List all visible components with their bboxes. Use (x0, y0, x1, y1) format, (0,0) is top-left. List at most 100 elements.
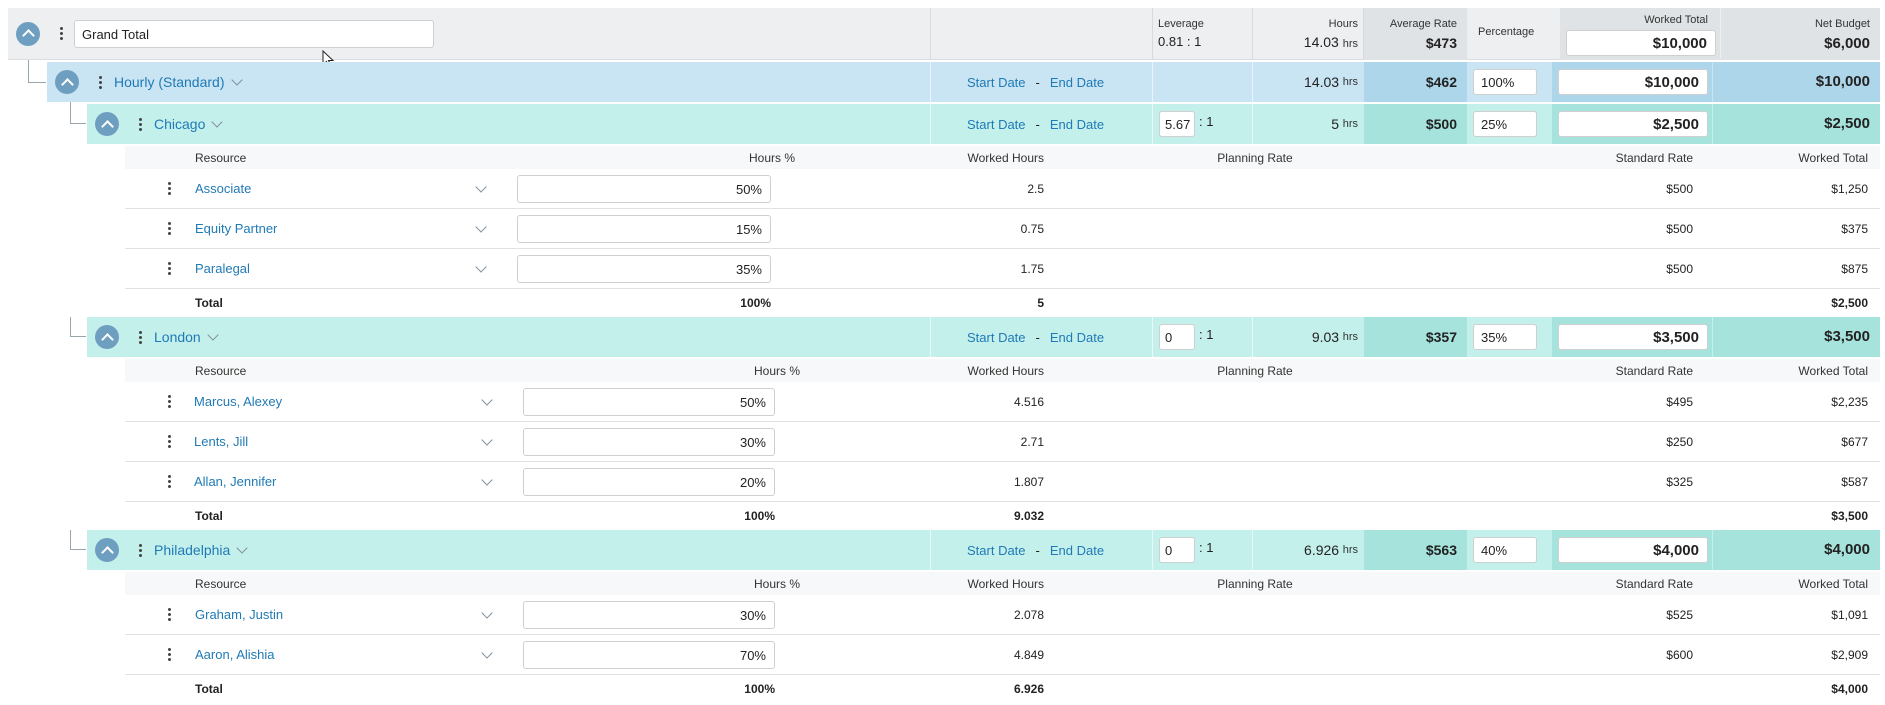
chevron-up-circle-icon[interactable] (95, 538, 119, 562)
office-worked-total-field[interactable]: $4,000 (1558, 537, 1708, 563)
kebab-menu-icon[interactable] (166, 222, 172, 235)
leverage-value: 5.67 (1165, 116, 1191, 132)
chevron-down-icon[interactable] (211, 116, 224, 128)
office-avg-rate-cell: $500 (1364, 104, 1467, 144)
kebab-menu-icon[interactable] (166, 608, 172, 621)
resource-name[interactable]: Marcus, Alexey (194, 394, 283, 409)
resource-name[interactable]: Paralegal (195, 261, 250, 276)
office-name[interactable]: London (154, 329, 201, 345)
divider (930, 530, 931, 570)
office-avg-rate: $563 (1425, 542, 1457, 558)
hours-pct-field[interactable]: 20% (523, 468, 775, 496)
end-date-link[interactable]: End Date (1049, 74, 1105, 90)
chevron-down-icon[interactable] (481, 606, 493, 619)
hours-header: Hours 14.03 hrs (1258, 18, 1358, 50)
chevron-down-icon[interactable] (481, 473, 493, 486)
office-worked-total-field[interactable]: $2,500 (1558, 111, 1708, 137)
hours-pct-field[interactable]: 50% (517, 175, 771, 203)
office-name[interactable]: Chicago (154, 116, 206, 132)
kebab-menu-icon[interactable] (166, 648, 172, 661)
resource-header-row: Resource Hours % Worked Hours Planning R… (125, 359, 1880, 382)
chevron-up-circle-icon[interactable] (55, 70, 79, 94)
chevron-down-icon[interactable] (481, 393, 493, 406)
kebab-menu-icon[interactable] (137, 117, 143, 131)
col-standard-rate: Standard Rate (1615, 363, 1693, 378)
hours-pct-value: 30% (739, 434, 766, 450)
chevron-down-icon[interactable] (481, 433, 493, 446)
leverage-suffix: : 1 (1199, 114, 1214, 129)
table-row: Associate 50% 2.5 $500 $1,250 (125, 169, 1880, 209)
hours-pct-field[interactable]: 15% (517, 215, 771, 243)
chevron-down-icon[interactable] (475, 180, 487, 193)
hours-value: 14.03 (1303, 34, 1339, 50)
hours-pct-field[interactable]: 30% (523, 428, 775, 456)
leverage-field[interactable]: 0 (1159, 537, 1195, 563)
leverage-field[interactable]: 0 (1159, 324, 1195, 350)
table-total-row: Total 100% 5 $2,500 (125, 289, 1880, 317)
leverage-field[interactable]: 5.67 (1159, 111, 1195, 137)
office-worked-total-field[interactable]: $3,500 (1558, 324, 1708, 350)
table-row: Paralegal 35% 1.75 $500 $875 (125, 249, 1880, 289)
chevron-down-icon[interactable] (207, 329, 219, 341)
worked-hours: 1.75 (1020, 261, 1044, 276)
grand-total-title-field[interactable]: Grand Total (74, 20, 434, 48)
kebab-menu-icon[interactable] (166, 435, 172, 448)
office-percentage-field[interactable]: 35% (1473, 324, 1537, 350)
worked-total-field[interactable]: $10,000 (1566, 30, 1716, 56)
kebab-menu-icon[interactable] (97, 75, 103, 89)
worked-hours: 4.516 (1013, 394, 1044, 409)
percentage-label: Percentage (1478, 26, 1535, 38)
divider (1252, 530, 1253, 570)
avg-rate-header: Average Rate $473 (1364, 8, 1467, 60)
hours-pct-field[interactable]: 35% (517, 255, 771, 283)
resource-name[interactable]: Equity Partner (195, 221, 278, 236)
hourly-menu-wrap (97, 62, 103, 102)
resource-name[interactable]: Allan, Jennifer (194, 474, 277, 489)
chevron-up-circle-icon[interactable] (95, 325, 119, 349)
chevron-down-icon[interactable] (481, 646, 493, 659)
total-hours: 9.032 (1013, 509, 1044, 523)
worked-total: $2,235 (1831, 394, 1868, 409)
resource-name[interactable]: Associate (195, 181, 252, 196)
office-percentage-field[interactable]: 40% (1473, 537, 1537, 563)
office-name[interactable]: Philadelphia (154, 542, 231, 558)
end-date-link[interactable]: End Date (1049, 329, 1105, 345)
end-date-link[interactable]: End Date (1049, 116, 1105, 132)
kebab-menu-icon[interactable] (166, 182, 172, 195)
resource-name[interactable]: Graham, Justin (195, 607, 284, 622)
hourly-worked-total-field[interactable]: $10,000 (1558, 69, 1708, 95)
start-date-link[interactable]: Start Date (967, 74, 1026, 90)
resource-name[interactable]: Lents, Jill (194, 434, 249, 449)
start-date-link[interactable]: Start Date (967, 329, 1026, 345)
hourly-percentage: 100% (1481, 74, 1515, 90)
kebab-menu-icon[interactable] (137, 330, 143, 344)
hourly-title[interactable]: Hourly (Standard) (114, 74, 225, 90)
office-hours: 9.03 hrs (1258, 317, 1358, 357)
chevron-down-icon[interactable] (230, 74, 243, 86)
standard-rate: $525 (1666, 607, 1693, 622)
kebab-menu-icon[interactable] (166, 395, 172, 408)
kebab-menu-icon[interactable] (166, 475, 172, 488)
chevron-down-icon[interactable] (236, 542, 248, 554)
hours-pct-field[interactable]: 30% (523, 601, 775, 629)
hourly-collapse-wrap (55, 62, 79, 102)
end-date-link[interactable]: End Date (1049, 542, 1105, 558)
hours-pct-field[interactable]: 50% (523, 388, 775, 416)
chevron-up-circle-icon[interactable] (16, 21, 40, 46)
chevron-down-icon[interactable] (475, 220, 487, 233)
net-budget-label: Net Budget (1814, 18, 1870, 30)
resource-name[interactable]: Aaron, Alishia (195, 647, 275, 662)
hourly-percentage-field[interactable]: 100% (1473, 69, 1537, 95)
total-label: Total (195, 296, 223, 310)
kebab-menu-icon[interactable] (137, 543, 143, 557)
kebab-menu-icon[interactable] (166, 262, 172, 275)
office-percentage-field[interactable]: 25% (1473, 111, 1537, 137)
leverage-value: 0 (1165, 329, 1173, 345)
chevron-up-circle-icon[interactable] (95, 112, 119, 136)
hours-pct-field[interactable]: 70% (523, 641, 775, 669)
office-row-philadelphia: Philadelphia Start Date - End Date 0 : 1… (87, 530, 1880, 570)
start-date-link[interactable]: Start Date (967, 542, 1026, 558)
chevron-down-icon[interactable] (475, 260, 487, 273)
start-date-link[interactable]: Start Date (967, 116, 1026, 132)
kebab-menu-icon[interactable] (58, 27, 64, 40)
